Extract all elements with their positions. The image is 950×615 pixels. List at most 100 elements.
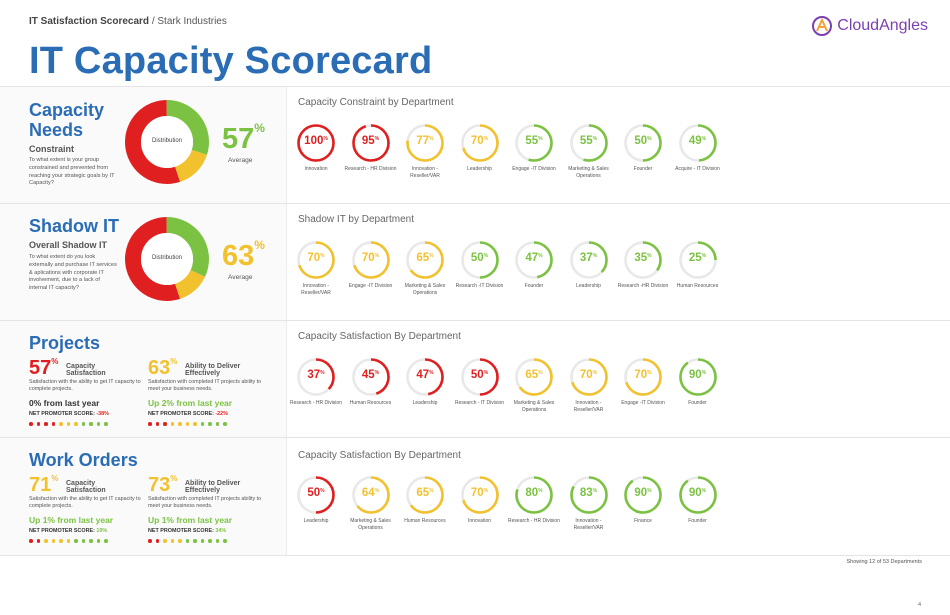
projects-dept-ring-0[interactable] — [296, 357, 336, 397]
nps-dot — [178, 422, 182, 426]
ring-value-number: 90 — [688, 487, 702, 499]
work_orders-dept-ring-7[interactable] — [678, 475, 718, 515]
nps-dot — [215, 422, 219, 426]
metric-number: 71 — [29, 474, 52, 496]
work_orders-metric-desc-1: Satisfaction with completed IT projects … — [148, 496, 262, 509]
capacity-donut-segment-red[interactable] — [125, 100, 209, 184]
ring-value-number: 25 — [688, 252, 702, 264]
nps-dot — [208, 422, 212, 426]
capacity-dept-label-1: Research - HR Division — [344, 166, 397, 172]
ring-value-number: 49 — [688, 135, 702, 147]
breadcrumb-current: / Stark Industries — [151, 16, 227, 27]
shadow-dept-ring-6[interactable] — [623, 240, 663, 280]
capacity-dept-ring-7[interactable] — [678, 123, 718, 163]
work_orders-dept-ring-3[interactable] — [460, 475, 500, 515]
ring-progress-arc — [406, 124, 444, 162]
brand-logo[interactable]: CloudAngles — [811, 13, 928, 39]
projects-metric-dots-1 — [148, 422, 227, 426]
shadow-dept-label-5: Leadership — [576, 283, 601, 289]
work_orders-dept-value-4: 80% — [525, 487, 543, 499]
capacity-dept-value-3: 70% — [470, 135, 489, 147]
work-orders-dept-title: Capacity Satisfaction By Department — [298, 450, 461, 461]
nps-dot — [59, 422, 63, 426]
nps-dot — [89, 539, 93, 543]
shadow-dept-ring-2[interactable] — [405, 240, 445, 280]
shadow-description: To what extent do you look externally an… — [29, 254, 117, 292]
work_orders-dept-value-1: 64% — [361, 487, 380, 499]
work-orders-summary-panel — [0, 438, 287, 555]
ring-progress-arc — [678, 124, 717, 162]
projects-dept-label-5: Innovation - Reseller/VAR — [573, 400, 604, 413]
work_orders-dept-ring-5[interactable] — [569, 475, 609, 515]
work_orders-dept-label-3: Innovation — [467, 518, 492, 524]
projects-metric-value-1: 63% — [148, 357, 178, 379]
shadow-title: Shadow IT — [29, 216, 119, 236]
work_orders-dept-value-6: 90% — [634, 487, 652, 499]
shadow-donut[interactable] — [125, 217, 209, 301]
ring-progress-arc — [624, 124, 662, 162]
capacity-dept-ring-1[interactable] — [351, 123, 391, 163]
work_orders-dept-value-3: 70% — [470, 487, 489, 499]
projects-dept-ring-3[interactable] — [460, 357, 500, 397]
shadow-donut-segment-red[interactable] — [125, 217, 209, 301]
shadow-dept-ring-4[interactable] — [514, 240, 554, 280]
ring-value-number: 95 — [361, 135, 375, 147]
breadcrumb-root[interactable]: IT Satisfaction Scorecard — [29, 16, 150, 27]
projects-dept-ring-7[interactable] — [678, 357, 718, 397]
work_orders-dept-value-2: 65% — [416, 487, 434, 499]
nps-value: 34% — [215, 528, 227, 534]
projects-dept-ring-5[interactable] — [569, 357, 609, 397]
metric-number: 73 — [148, 474, 171, 496]
shadow-dept-ring-3[interactable] — [460, 240, 500, 280]
nps-dot — [81, 539, 85, 543]
ring-progress-arc — [678, 241, 717, 279]
capacity-dept-ring-5[interactable] — [569, 123, 609, 163]
work_orders-dept-ring-2[interactable] — [405, 475, 445, 515]
ring-progress-arc — [515, 358, 553, 396]
projects-dept-ring-6[interactable] — [623, 357, 663, 397]
capacity-dept-ring-2[interactable] — [405, 123, 445, 163]
work-orders-title: Work Orders — [29, 450, 138, 470]
work_orders-dept-label-6: Finance — [634, 518, 652, 524]
capacity-dept-ring-0[interactable] — [296, 123, 336, 163]
shadow-dept-ring-5[interactable] — [569, 240, 609, 280]
ring-progress-arc — [678, 476, 717, 514]
work_orders-metric-change-0: Up 1% from last year — [29, 515, 114, 525]
projects-dept-ring-4[interactable] — [514, 357, 554, 397]
projects-dept-value-6: 70% — [634, 369, 652, 381]
shadow-dept-ring-0[interactable] — [296, 240, 336, 280]
nps-label: NET PROMOTER SCORE: — [148, 528, 216, 534]
capacity-dept-ring-3[interactable] — [460, 123, 500, 163]
projects-title: Projects — [29, 333, 101, 353]
nps-dot — [89, 422, 93, 426]
projects-dept-value-5: 70% — [579, 369, 598, 381]
work_orders-dept-ring-4[interactable] — [514, 475, 554, 515]
shadow-dept-ring-7[interactable] — [678, 240, 718, 280]
work_orders-metric-nps-1: NET PROMOTER SCORE: 34% — [148, 528, 226, 534]
projects-dept-ring-2[interactable] — [405, 357, 445, 397]
capacity-donut-segment-green[interactable] — [125, 100, 209, 184]
capacity-dept-label-5: Marketing & Sales Operations — [568, 166, 609, 179]
nps-dot — [155, 539, 159, 543]
shadow-dept-ring-1[interactable] — [351, 240, 391, 280]
nps-dot — [81, 422, 85, 426]
nps-dot — [200, 539, 204, 543]
ring-progress-arc — [569, 241, 608, 279]
shadow-dept-label-0: Innovation -Reseller/VAR — [301, 283, 331, 296]
projects-dept-ring-1[interactable] — [351, 357, 391, 397]
work_orders-dept-ring-6[interactable] — [623, 475, 663, 515]
work_orders-metric-dots-1 — [148, 539, 227, 543]
capacity-dept-value-1: 95% — [361, 135, 380, 147]
work_orders-dept-ring-1[interactable] — [351, 475, 391, 515]
ring-progress-arc — [569, 124, 608, 162]
capacity-donut[interactable] — [125, 100, 209, 184]
work_orders-metric-desc-0: Satisfaction with the ability to get IT … — [29, 496, 141, 509]
projects-dept-value-0: 37% — [307, 369, 325, 381]
ring-progress-arc — [351, 241, 390, 279]
capacity-dept-ring-4[interactable] — [514, 123, 554, 163]
work_orders-dept-ring-0[interactable] — [296, 475, 336, 515]
shadow-donut-segment-green[interactable] — [125, 217, 209, 301]
ring-value-number: 47 — [416, 369, 430, 381]
breadcrumb: IT Satisfaction Scorecard / Stark Indust… — [29, 16, 227, 27]
capacity-dept-ring-6[interactable] — [623, 123, 663, 163]
